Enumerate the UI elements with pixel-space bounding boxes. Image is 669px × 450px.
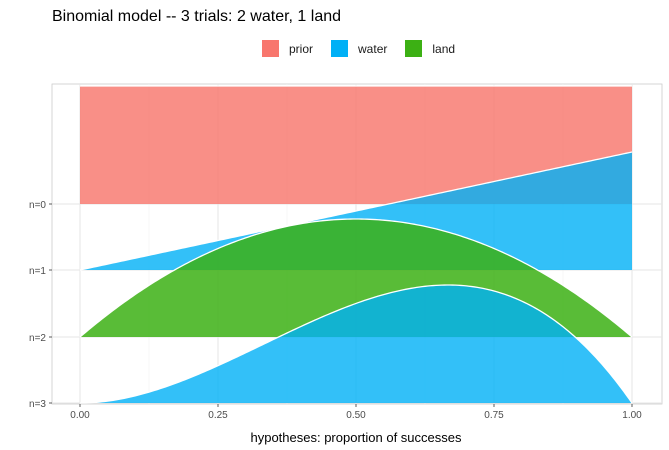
x-tick-label: 0.00 <box>70 410 90 421</box>
ridge-outline-land-n2 <box>79 218 633 338</box>
legend-label-prior: prior <box>289 41 314 56</box>
y-tick-label: n=0 <box>29 200 46 211</box>
ridge-area-water-n3 <box>80 285 632 403</box>
ridge-outline-water-n3 <box>79 284 633 404</box>
ridgeline-marks <box>79 85 633 404</box>
legend-key-land <box>405 40 423 57</box>
y-tick-label: n=2 <box>29 333 46 344</box>
y-tick-label: n=3 <box>29 399 46 410</box>
x-axis-ticks: 0.00 0.25 0.50 0.75 1.00 <box>70 404 642 421</box>
x-tick-label: 0.50 <box>346 410 366 421</box>
x-tick-label: 0.75 <box>484 410 504 421</box>
x-axis-title: hypotheses: proportion of successes <box>250 430 462 445</box>
ridge-outline-water-n1 <box>79 151 633 271</box>
legend-label-land: land <box>432 41 456 56</box>
legend-key-prior <box>262 40 279 57</box>
y-axis-ticks: n=0 n=1 n=2 n=3 <box>29 200 52 410</box>
legend: prior water land <box>262 40 473 57</box>
legend-item-water: water <box>331 40 387 57</box>
x-tick-label: 0.25 <box>208 410 228 421</box>
chart-title: Binomial model -- 3 trials: 2 water, 1 l… <box>52 8 342 25</box>
legend-item-land: land <box>405 40 455 57</box>
legend-item-prior: prior <box>262 40 313 57</box>
y-tick-label: n=1 <box>29 266 46 277</box>
x-tick-label: 1.00 <box>622 410 642 421</box>
ridge-area-prior <box>80 86 632 204</box>
legend-key-water <box>331 40 349 57</box>
legend-label-water: water <box>358 41 388 56</box>
